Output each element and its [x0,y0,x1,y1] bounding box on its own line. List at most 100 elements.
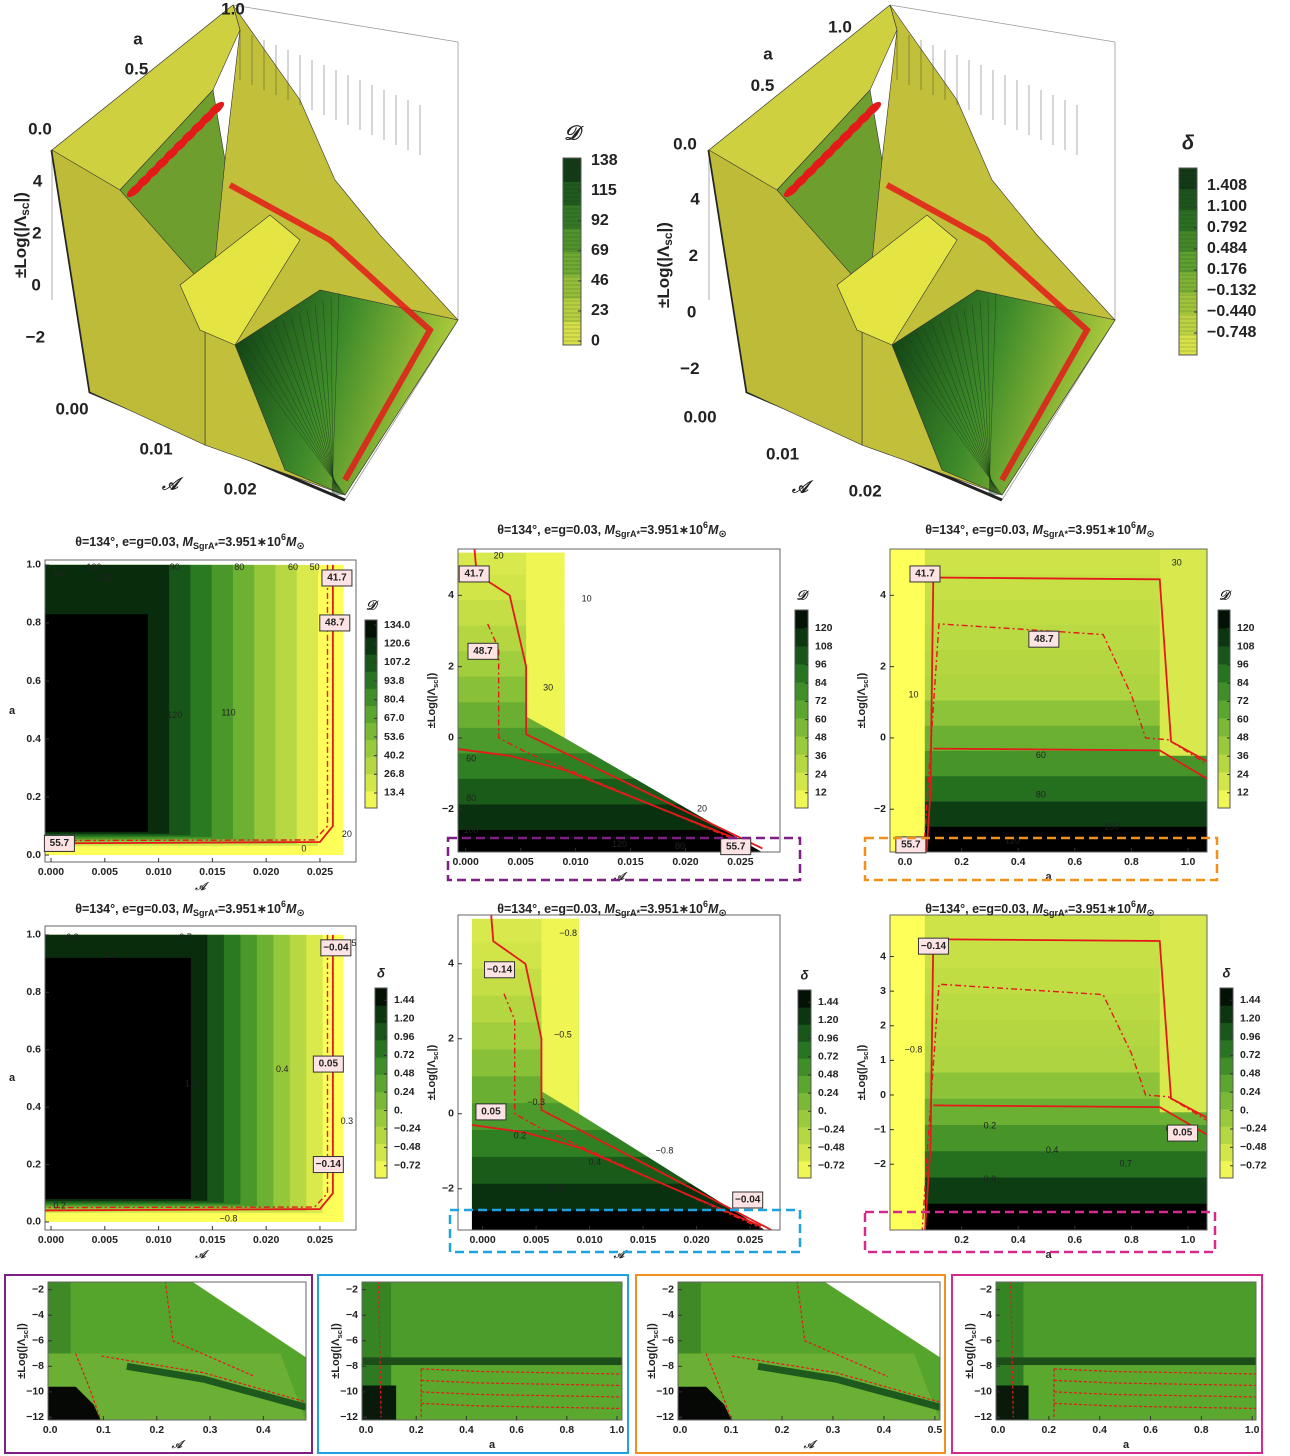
x-tick-label: 0.015 [199,1234,225,1246]
colorbar-tick-label: 53.6 [384,731,405,743]
contour-band [890,675,1207,701]
colorbar-tick-label: 108 [815,640,833,652]
x-tick-label: 0.015 [617,856,643,868]
colorbar-tick-label: −0.72 [818,1160,845,1172]
contour-label: 0.7 [1120,1159,1133,1169]
region [362,1385,397,1420]
plot-area [362,1282,622,1420]
contour-label: 120 [612,839,627,849]
contour-label: 0.2 [984,1121,997,1131]
title-part: M [1033,523,1044,537]
colorbar-tick-label: 67.0 [384,712,405,724]
x-tick-label: 0.2 [149,1424,164,1436]
colorbar-band [1218,754,1230,773]
y-tick-label: −2 [442,1183,454,1195]
chart-title: θ=134°, e=g=0.03, MSgrA*=3.951∗106M⊙ [497,520,727,539]
colorbar-tick-label: −0.72 [394,1160,421,1172]
label-part: sc [861,1051,870,1060]
plot-frame [44,559,357,863]
x-tick-label: 0.020 [683,1234,709,1246]
contour-label-box [319,614,351,632]
colorbar-band [563,321,581,346]
y-tick-label: 2 [880,1020,886,1032]
x-tick-label: 0.025 [727,856,753,868]
surface-face [234,289,459,496]
title-part: =3.951∗10 [640,523,703,537]
x-axis-label: a [1123,1439,1130,1451]
y-axis-label: ±Log(|Λsc|) [856,672,870,728]
y-tick-label: 0.6 [26,1044,41,1056]
x-tick-label: 0.000 [38,866,64,878]
contour-label: 0.9 [66,932,79,942]
colorbar-band [798,1041,811,1059]
colorbar-band [1218,700,1230,719]
colorbar-band [563,274,581,299]
mesh-line [988,292,997,496]
surface-3d [707,4,1116,502]
mesh-line [979,300,992,496]
colorbar-band [1218,736,1230,755]
y-tick-label: 2 [448,660,454,672]
colorbar-band [365,620,377,638]
colorbar-band [563,181,581,206]
colorbar-band [1220,1091,1233,1110]
title-part: =3.951∗10 [218,535,281,549]
contour-band [890,915,925,1230]
colorbar-frame [1217,609,1231,809]
title-part: M [605,902,616,916]
colorbar-band [1220,1039,1233,1058]
colorbar-band [1218,628,1230,647]
contour-line [490,915,772,1230]
contour-band [1159,915,1207,1113]
label-part: |) [856,1044,868,1051]
x-tick-label: 0.3 [826,1424,841,1436]
chart-title: θ=134°, e=g=0.03, MSgrA*=3.951∗106M⊙ [925,520,1155,539]
z-axis-label: ±Log(|Λsc|) [11,192,32,278]
label-part: |) [16,1323,28,1330]
mesh-line [290,316,339,496]
contour-label: 0.9 [984,1174,997,1184]
label-part: sc [861,679,870,688]
box-edge [344,319,459,501]
zoom-indicator [446,836,802,882]
x-tick-label: 0.6 [509,1424,524,1436]
y-tick-label: −4 [346,1309,358,1321]
x-axis-label: 𝒜 [613,1249,629,1261]
colorbar-tick-label: 36 [815,750,827,762]
axis-tick-label: 4 [33,171,43,190]
title-part: M [1033,902,1044,916]
region-ridge [757,1362,940,1411]
axis-tick-label: 0.0 [673,134,697,153]
label-part: ±Log(|Λ [330,1338,342,1379]
y-tick-label: 0.8 [26,986,41,998]
colorbar-tick-label: 138 [591,152,618,169]
colorbar-tick-label: 48 [815,732,827,744]
colorbar-band [563,204,581,229]
colorbar-band [365,637,377,655]
contour-band [458,830,768,852]
plot-frame [457,914,781,1231]
colorbar-band [375,1126,387,1144]
contour-line [923,623,1207,852]
colorbar-band [365,773,377,792]
contour-label: 41.7 [464,569,484,580]
y-tick-label: 4 [880,589,886,601]
y-tick-label: −2 [662,1283,674,1295]
colorbar-band [795,610,808,629]
title-part: SgrA* [1043,908,1069,918]
mesh-line [331,292,340,496]
contour-band [890,993,1207,1021]
colorbar-tick-label: 48 [1237,732,1249,744]
contour-label-box [321,569,353,587]
y-axis-label: ±Log(|Λsc|) [646,1323,660,1379]
contour-label: −0.04 [735,1195,761,1206]
colorbar-band [795,628,808,647]
contour-line [421,1379,622,1387]
colorbar-band [1220,988,1233,1006]
colorbar-band [798,1024,811,1042]
colorbar-label: δ [801,967,809,982]
label-part: |) [11,192,30,202]
colorbar-band [365,705,377,724]
contour-label: 100 [1104,821,1119,831]
colorbar-tick-label: 36 [1237,750,1249,762]
